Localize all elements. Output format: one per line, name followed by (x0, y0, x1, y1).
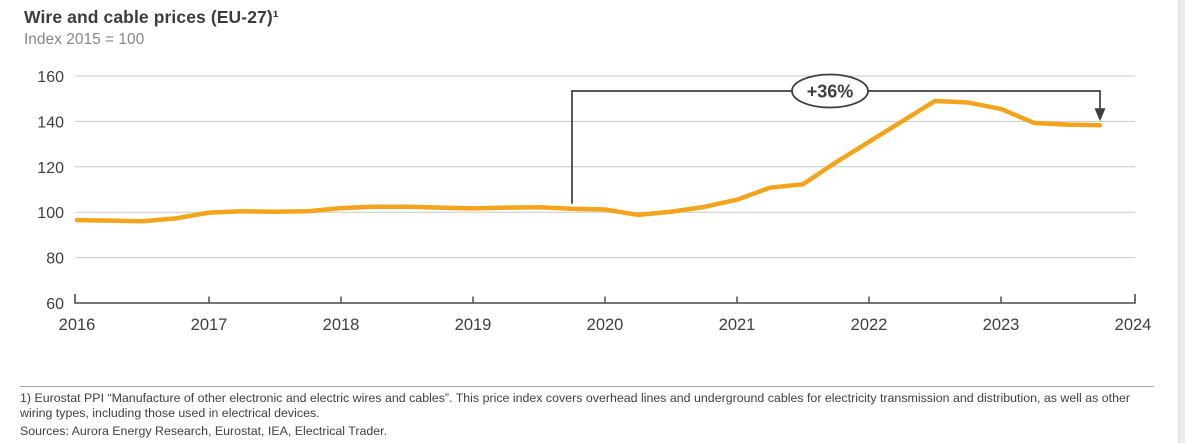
chart-title: Wire and cable prices (EU-27)¹ (24, 7, 279, 27)
x-axis-label: 2024 (1115, 316, 1152, 334)
x-axis-label: 2016 (59, 316, 96, 334)
x-axis-label: 2020 (587, 316, 624, 334)
annotation-arrow-head (1094, 108, 1106, 122)
x-axis-label: 2018 (323, 316, 360, 334)
y-axis-label: 140 (37, 114, 64, 131)
x-axis-label: 2022 (851, 316, 888, 334)
price-line (74, 98, 1103, 224)
sources-text: Sources: Aurora Energy Research, Eurosta… (20, 424, 388, 439)
footnote-text: 1) Eurostat PPI “Manufacture of other el… (20, 391, 1130, 420)
price-line-chart: 60 80 100 120 140 160 2016 2017 2018 2019 2020 2021… (37, 69, 1152, 334)
x-axis-label: 2019 (455, 316, 492, 334)
x-axis-label: 2021 (719, 316, 756, 334)
x-axis-label: 2023 (983, 316, 1020, 334)
y-axis-label: 100 (37, 205, 64, 222)
y-axis-label: 160 (37, 69, 64, 86)
chart-subtitle: Index 2015 = 100 (24, 31, 145, 48)
scrollbar-track[interactable] (1178, 0, 1185, 443)
chart-header: Wire and cable prices (EU-27)¹ Index 201… (24, 7, 279, 49)
footnote-block: 1) Eurostat PPI “Manufacture of other el… (20, 386, 1154, 439)
y-axis-label: 60 (46, 296, 64, 313)
y-axis-label: 120 (37, 160, 64, 177)
y-axis-label: 80 (46, 251, 64, 268)
annotation-ellipse (791, 73, 869, 109)
x-axis-label: 2017 (191, 316, 228, 334)
annotation-label: +36% (807, 82, 854, 102)
